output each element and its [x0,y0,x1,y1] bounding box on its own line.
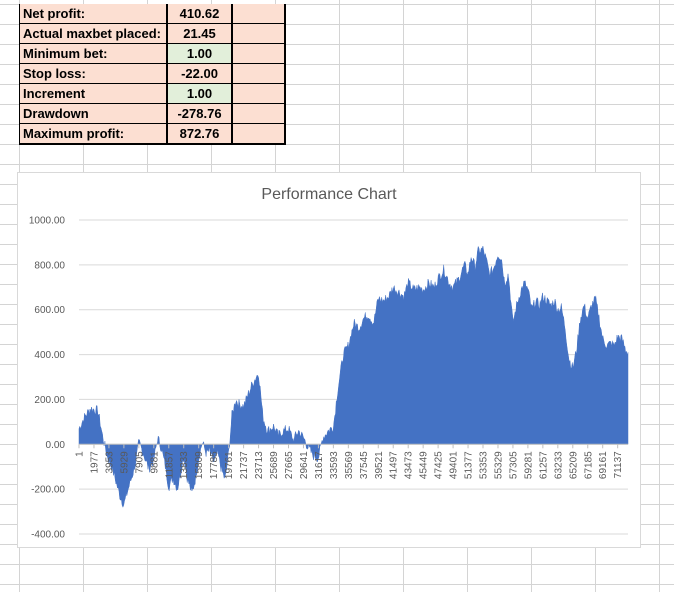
x-tick-label: 57305 [508,451,519,479]
stat-extra-cell[interactable] [231,43,286,64]
x-tick-label: 55329 [494,451,505,479]
x-tick-label: 67185 [583,451,594,479]
stat-extra-cell[interactable] [231,4,286,24]
x-tick-label: 35569 [344,451,355,479]
stats-row: Stop loss: -22.00 [19,63,286,84]
stat-extra-cell[interactable] [231,23,286,44]
stats-row: Actual maxbet placed: 21.45 [19,23,286,44]
y-tick-label: 800.00 [34,260,65,271]
y-tick-label: 600.00 [34,305,65,316]
x-tick-label: 51377 [464,451,475,479]
stats-row: Increment 1.00 [19,83,286,104]
y-axis: 1000.00 800.00 600.00 400.00 200.00 0.00 -200.… [29,216,66,541]
x-tick-label: 19761 [224,451,235,479]
series-area-path [78,245,629,508]
stat-extra-cell[interactable] [231,83,286,104]
x-tick-label: 49401 [449,451,460,479]
stat-label[interactable]: Net profit: [19,4,168,24]
x-tick-label: 61257 [538,451,549,479]
stat-label[interactable]: Increment [19,83,168,104]
performance-chart[interactable]: Performance Chart 1000.00 800.00 600.00 400… [17,172,641,548]
x-tick-label: 27665 [284,451,295,479]
stats-row: Maximum profit: 872.76 [19,123,286,145]
x-tick-label: 53353 [479,451,490,479]
stat-value[interactable]: 872.76 [166,123,233,145]
x-tick-label: 37545 [359,451,370,479]
x-tick-label: 9881 [149,451,160,474]
x-tick-label: 41497 [389,451,400,479]
y-tick-label: 1000.00 [29,216,66,227]
x-tick-label: 5929 [119,451,130,474]
x-tick-label: 7905 [134,451,145,474]
x-tick-label: 1 [75,451,86,457]
stat-value[interactable]: 1.00 [166,43,233,64]
series-area [78,245,629,508]
x-tick-label: 13833 [179,451,190,479]
stats-table: Net profit: 410.62 Actual maxbet placed: 21… [19,4,286,145]
stats-row: Drawdown -278.76 [19,103,286,124]
chart-svg: Performance Chart 1000.00 800.00 600.00 400… [29,186,629,541]
x-tick-label: 31617 [314,451,325,479]
x-tick-label: 63233 [553,451,564,479]
x-tick-label: 29641 [299,451,310,479]
x-tick-label: 11857 [164,451,175,479]
y-tick-label: 200.00 [34,395,65,406]
y-tick-label: -400.00 [31,530,65,541]
stat-value[interactable]: -22.00 [166,63,233,84]
x-tick-label: 15809 [194,451,205,479]
x-axis: 1 1977 3953 5929 7905 9881 11857 13833 15809 1778… [75,443,628,479]
stat-label[interactable]: Minimum bet: [19,43,168,64]
stats-row: Net profit: 410.62 [19,4,286,24]
y-tick-label: -200.00 [31,485,65,496]
stat-label[interactable]: Drawdown [19,103,168,124]
x-tick-label: 17785 [209,451,220,479]
x-tick-label: 45449 [419,451,430,479]
x-tick-label: 23713 [254,451,265,479]
stat-value[interactable]: 21.45 [166,23,233,44]
stat-label[interactable]: Stop loss: [19,63,168,84]
stat-extra-cell[interactable] [231,103,286,124]
x-tick-label: 71137 [613,451,624,479]
chart-title: Performance Chart [261,186,397,203]
x-tick-label: 65209 [568,451,579,479]
stat-label[interactable]: Actual maxbet placed: [19,23,168,44]
x-tick-label: 69161 [598,451,609,479]
x-tick-label: 43473 [404,451,415,479]
x-tick-label: 33593 [329,451,340,479]
stat-extra-cell[interactable] [231,123,286,145]
stat-extra-cell[interactable] [231,63,286,84]
x-tick-label: 21737 [239,451,250,479]
stat-label[interactable]: Maximum profit: [19,123,168,145]
x-tick-label: 39521 [374,451,385,479]
x-tick-label: 25689 [269,451,280,479]
x-tick-label: 1977 [90,451,101,474]
x-tick-label: 59281 [523,451,534,479]
stat-value[interactable]: 1.00 [166,83,233,104]
stat-value[interactable]: -278.76 [166,103,233,124]
y-tick-label: 400.00 [34,350,65,361]
x-tick-label: 47425 [434,451,445,479]
stats-row: Minimum bet: 1.00 [19,43,286,64]
x-tick-label: 3953 [104,451,115,474]
stat-value[interactable]: 410.62 [166,4,233,24]
y-tick-label: 0.00 [46,440,66,451]
